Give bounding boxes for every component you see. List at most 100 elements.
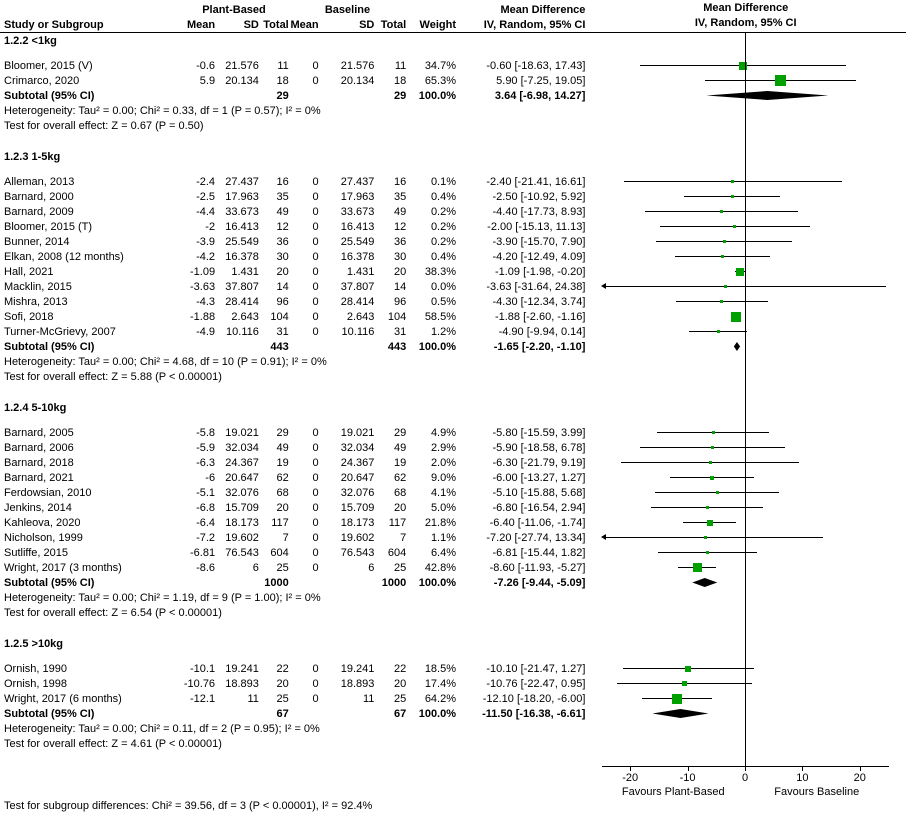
pb-sd-value: 37.807	[225, 280, 259, 293]
study-label: Ornish, 1990	[4, 662, 67, 675]
study-row: Barnard, 2009 -4.4 33.673 49 0 33.673 49 0.2% -4…	[0, 204, 906, 219]
pb-mean-value: -5.9	[196, 441, 216, 454]
overall-effect-text: Test for overall effect: Z = 0.67 (P = 0…	[4, 119, 204, 132]
subtotal-weight: 100.0%	[418, 89, 457, 102]
pb-total-value: 104	[270, 310, 289, 323]
pb-total-value: 14	[276, 280, 289, 293]
subtotal-bl-total: 67	[393, 707, 407, 720]
subtotal-pb-total: 67	[276, 707, 289, 720]
plot-cell	[585, 515, 906, 530]
pb-mean-value: -5.1	[196, 486, 216, 499]
study-row: Hall, 2021 -1.09 1.431 20 0 1.431 20 38.3% -1.09…	[0, 264, 906, 279]
study-row: Barnard, 2000 -2.5 17.963 35 0 17.963 35 0.4% -2…	[0, 189, 906, 204]
pb-sd-value: 28.414	[225, 295, 259, 308]
zero-line	[745, 33, 746, 767]
pb-total-value: 20	[276, 677, 289, 690]
md-ci-text: -4.40 [-17.73, 8.93]	[492, 205, 586, 218]
bl-total-value: 30	[393, 250, 407, 263]
pb-mean-value: -6	[205, 471, 216, 484]
bl-mean-value: 0	[312, 325, 319, 338]
study-row: Alleman, 2013 -2.4 27.437 16 0 27.437 16 0.1% -2…	[0, 174, 906, 189]
pb-sd-value: 2.643	[231, 310, 259, 323]
subtotal-row: Subtotal (95% CI) 67 67 100.0% -11.50 [-16.3…	[0, 706, 906, 721]
md-ci-text: -12.10 [-18.20, -6.00]	[482, 692, 586, 705]
plot-cell	[585, 279, 906, 294]
plot-cell	[585, 219, 906, 234]
md-ci-text: -6.40 [-11.06, -1.74]	[489, 516, 586, 529]
bl-sd-value: 24.367	[340, 456, 375, 469]
weight-value: 6.4%	[430, 546, 457, 559]
bl-sd-value: 16.413	[340, 220, 375, 233]
subtotal-pb-total: 1000	[264, 576, 289, 589]
subgroup-title: 1.2.2 <1kg	[0, 33, 906, 48]
bl-sd-value: 37.807	[340, 280, 375, 293]
weight-value: 0.4%	[430, 250, 457, 263]
study-row: Wright, 2017 (6 months) -12.1 11 25 0 11 25 64.…	[0, 691, 906, 706]
effect-square	[709, 475, 714, 480]
pb-mean-value: -2	[205, 220, 216, 233]
subgroup-title: 1.2.3 1-5kg	[0, 149, 906, 164]
study-row: Jenkins, 2014 -6.8 15.709 20 0 15.709 20 5.0% -6…	[0, 500, 906, 515]
pb-mean-value: -4.2	[196, 250, 216, 263]
md-ci-text: -8.60 [-11.93, -5.27]	[489, 561, 586, 574]
bl-total-value: 36	[393, 235, 407, 248]
subgroup-title-label: 1.2.2 <1kg	[4, 34, 57, 47]
weight-value: 9.0%	[430, 471, 457, 484]
bl-total-value: 29	[393, 426, 407, 439]
subgroup-block: 1.2.5 >10kg Ornish, 1990 -10.1 19.241 22 0 19.…	[0, 636, 906, 751]
pb-total-value: 31	[276, 325, 289, 338]
pb-sd-value: 21.576	[225, 59, 259, 72]
weight-value: 5.0%	[430, 501, 457, 514]
md-ci-text: -3.90 [-15.70, 7.90]	[492, 235, 586, 248]
plot-cell	[585, 174, 906, 189]
subtotal-label: Subtotal (95% CI)	[4, 576, 95, 589]
plot-cell	[585, 676, 906, 691]
study-row: Barnard, 2021 -6 20.647 62 0 20.647 62 9.0% -6.0…	[0, 470, 906, 485]
bl-sd-value: 11	[362, 692, 375, 705]
pb-mean-value: -2.5	[196, 190, 216, 203]
x-axis-line	[601, 766, 889, 767]
md-ci-text: -4.20 [-12.49, 4.09]	[492, 250, 586, 263]
pb-sd-value: 19.241	[225, 662, 259, 675]
subtotal-row: Subtotal (95% CI) 29 29 100.0% 3.64 [-6.98, …	[0, 88, 906, 103]
effect-square	[722, 240, 726, 243]
bl-mean-value: 0	[312, 561, 319, 574]
bl-total-value: 49	[393, 205, 407, 218]
pb-total-value: 29	[276, 426, 289, 439]
subtotal-bl-total: 443	[387, 340, 407, 353]
bl-total-value: 14	[393, 280, 407, 293]
axis-tick-label: 20	[853, 772, 866, 784]
subgroup-block: 1.2.3 1-5kg Alleman, 2013 -2.4 27.437 16 0 27.…	[0, 149, 906, 384]
overall-effect-note: Test for overall effect: Z = 5.88 (P < 0…	[0, 369, 906, 384]
effect-square	[708, 461, 712, 464]
bl-sd-value: 19.021	[340, 426, 375, 439]
md-ci-text: -1.88 [-2.60, -1.16]	[494, 310, 586, 323]
study-label: Bunner, 2014	[4, 235, 70, 248]
study-label: Wright, 2017 (3 months)	[4, 561, 122, 574]
bl-mean-value: 0	[312, 205, 319, 218]
heterogeneity-text: Heterogeneity: Tau² = 0.00; Chi² = 1.19,…	[4, 591, 321, 604]
pb-mean-value: -10.1	[189, 662, 216, 675]
bl-total-value: 20	[393, 501, 407, 514]
effect-square	[720, 300, 724, 303]
study-row: Macklin, 2015 -3.63 37.807 14 0 37.807 14 0.0% -…	[0, 279, 906, 294]
pb-mean-value: -2.4	[196, 175, 216, 188]
subtotal-bl-total: 29	[393, 89, 407, 102]
study-label: Barnard, 2005	[4, 426, 74, 439]
md-ci-text: -5.80 [-15.59, 3.99]	[492, 426, 586, 439]
pb-sd-value: 76.543	[225, 546, 259, 559]
pb-total-value: 20	[276, 265, 289, 278]
bl-sd-value: 15.709	[340, 501, 375, 514]
pb-mean-value: -7.2	[196, 531, 216, 544]
bl-sd-value: 10.116	[341, 325, 375, 338]
effect-square	[733, 225, 737, 228]
study-label: Bloomer, 2015 (V)	[4, 59, 93, 72]
subtotal-weight: 100.0%	[418, 340, 457, 353]
overall-effect-note: Test for overall effect: Z = 4.61 (P < 0…	[0, 736, 906, 751]
study-row: Barnard, 2006 -5.9 32.034 49 0 32.034 49 2.9% -5…	[0, 440, 906, 455]
bl-total-value: 604	[387, 546, 407, 559]
bl-sd-value: 18.173	[340, 516, 375, 529]
effect-square	[692, 563, 702, 572]
pb-total-value: 35	[276, 190, 289, 203]
bl-mean-value: 0	[312, 295, 319, 308]
